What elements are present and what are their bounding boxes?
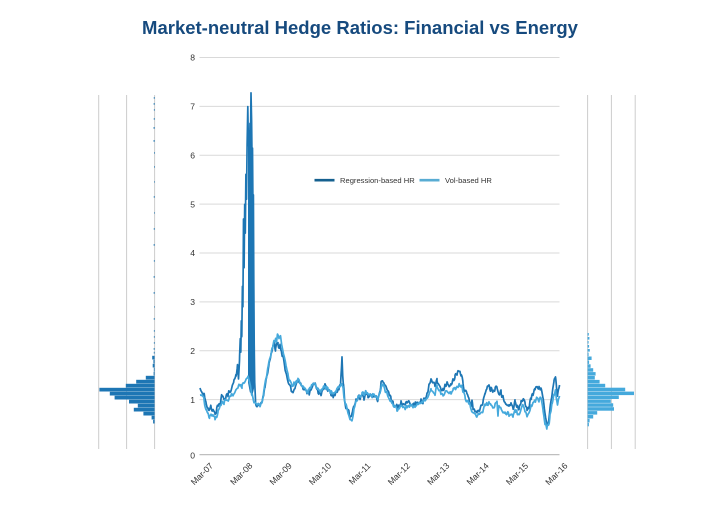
svg-text:0: 0: [190, 450, 195, 460]
svg-text:5: 5: [190, 199, 195, 209]
svg-text:Vol-based HR: Vol-based HR: [445, 176, 492, 185]
svg-text:7: 7: [190, 102, 195, 112]
svg-text:6: 6: [190, 151, 195, 161]
svg-text:Regression-based HR: Regression-based HR: [340, 176, 415, 185]
svg-text:3: 3: [190, 297, 195, 307]
svg-text:2: 2: [190, 346, 195, 356]
svg-text:1: 1: [190, 395, 195, 405]
svg-text:4: 4: [190, 248, 195, 258]
svg-text:8: 8: [190, 53, 195, 63]
